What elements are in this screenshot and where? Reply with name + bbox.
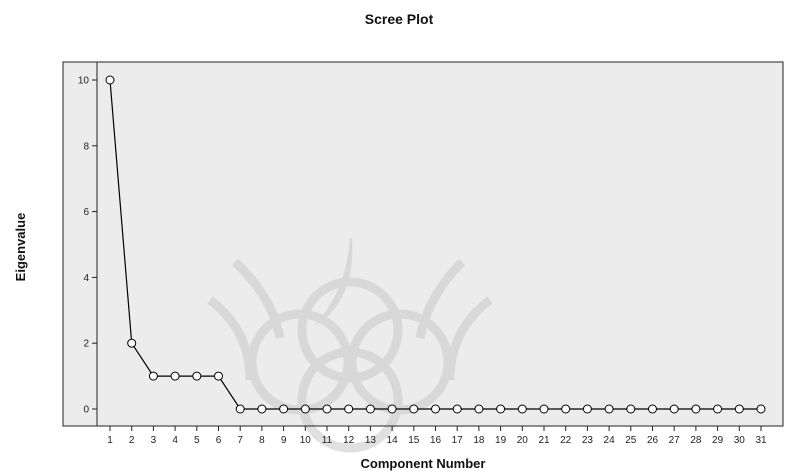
data-point xyxy=(257,404,267,414)
x-tick-label: 17 xyxy=(452,435,464,446)
data-point xyxy=(626,404,636,414)
data-point xyxy=(452,404,462,414)
y-tick-label: 0 xyxy=(83,405,89,416)
data-point xyxy=(561,404,571,414)
data-point xyxy=(604,404,614,414)
data-point xyxy=(517,404,527,414)
x-tick-label: 24 xyxy=(604,435,616,446)
x-tick-label: 5 xyxy=(194,435,200,446)
data-point xyxy=(192,371,202,381)
data-point xyxy=(170,371,180,381)
x-tick-label: 25 xyxy=(625,435,637,446)
x-tick-label: 26 xyxy=(647,435,659,446)
data-point xyxy=(300,404,310,414)
data-point xyxy=(539,404,549,414)
chart-title: Scree Plot xyxy=(365,11,434,27)
x-axis-label: Component Number xyxy=(361,456,486,471)
y-axis-ticks: 0 2 4 6 8 10 xyxy=(78,76,97,416)
y-axis-label: Eigenvalue xyxy=(13,213,28,282)
x-tick-label: 16 xyxy=(430,435,442,446)
data-point xyxy=(148,371,158,381)
plot-area xyxy=(62,61,784,427)
data-point xyxy=(365,404,375,414)
watermark-emblem xyxy=(207,238,493,453)
y-tick-label: 2 xyxy=(83,339,89,350)
data-point xyxy=(344,404,354,414)
data-point xyxy=(279,404,289,414)
x-axis-ticks: 1 2 3 4 5 6 7 8 9 10 11 12 13 14 15 16 17 18 19 20 21 22 23 24 2… xyxy=(107,426,767,446)
y-tick-label: 4 xyxy=(83,273,89,284)
x-tick-label: 31 xyxy=(755,435,767,446)
y-tick-label: 8 xyxy=(83,141,89,152)
data-point xyxy=(734,404,744,414)
x-tick-label: 15 xyxy=(408,435,420,446)
data-point xyxy=(669,404,679,414)
data-point xyxy=(582,404,592,414)
data-point xyxy=(127,338,137,348)
x-tick-label: 13 xyxy=(365,435,377,446)
x-tick-label: 8 xyxy=(259,435,265,446)
x-tick-label: 20 xyxy=(517,435,529,446)
x-tick-label: 2 xyxy=(129,435,135,446)
x-tick-label: 6 xyxy=(216,435,222,446)
x-tick-label: 23 xyxy=(582,435,594,446)
x-tick-label: 21 xyxy=(538,435,550,446)
data-point xyxy=(756,404,766,414)
data-point xyxy=(105,75,115,85)
x-tick-label: 14 xyxy=(387,435,399,446)
data-point xyxy=(214,371,223,381)
y-tick-label: 6 xyxy=(83,207,89,218)
y-tick-label: 10 xyxy=(78,76,90,87)
data-point xyxy=(387,404,397,414)
data-point xyxy=(322,404,332,414)
x-tick-label: 3 xyxy=(151,435,157,446)
data-point xyxy=(409,404,419,414)
data-point xyxy=(431,404,440,414)
x-tick-label: 4 xyxy=(172,435,178,446)
x-tick-label: 18 xyxy=(473,435,485,446)
x-tick-label: 29 xyxy=(712,435,724,446)
x-tick-label: 11 xyxy=(322,435,333,446)
data-point xyxy=(713,404,723,414)
data-point xyxy=(691,404,701,414)
x-tick-label: 28 xyxy=(690,435,702,446)
data-point xyxy=(496,404,506,414)
x-tick-label: 27 xyxy=(669,435,681,446)
series-points-group xyxy=(105,75,766,414)
x-tick-label: 7 xyxy=(237,435,243,446)
x-tick-label: 9 xyxy=(281,435,287,446)
data-point xyxy=(474,404,484,414)
x-tick-label: 10 xyxy=(300,435,312,446)
x-tick-label: 19 xyxy=(495,435,507,446)
x-tick-label: 30 xyxy=(734,435,746,446)
data-point xyxy=(235,404,245,414)
x-tick-label: 22 xyxy=(560,435,572,446)
x-tick-label: 1 xyxy=(107,435,113,446)
x-tick-label: 12 xyxy=(343,435,355,446)
data-point xyxy=(648,404,657,414)
